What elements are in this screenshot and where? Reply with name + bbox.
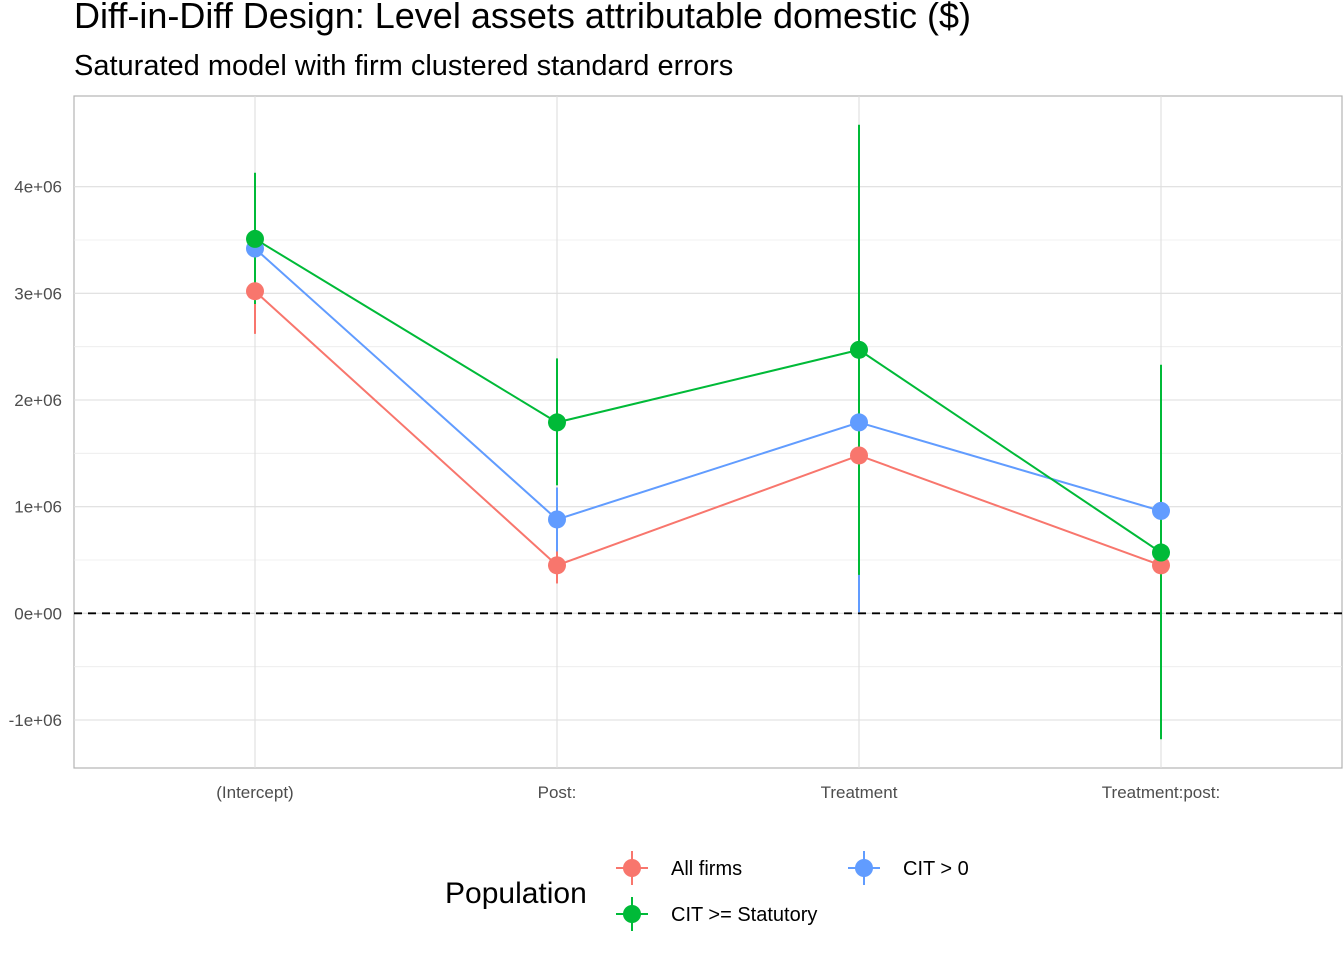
y-axis: -1e+06 0e+00 1e+06 2e+06 3e+06 4e+06 [9, 178, 62, 730]
grid [74, 96, 1342, 768]
y-tick-label: 0e+00 [14, 604, 62, 623]
series-lines [254, 238, 1162, 567]
y-tick-label: 1e+06 [14, 498, 62, 517]
y-tick-label: -1e+06 [9, 711, 62, 730]
x-tick-label: Post: [538, 783, 577, 802]
chart-title: Diff-in-Diff Design: Level assets attrib… [74, 0, 971, 36]
data-point [246, 229, 264, 248]
series-line [254, 290, 1162, 567]
data-point [246, 282, 264, 301]
data-point [548, 556, 566, 575]
legend-key-point [855, 859, 873, 877]
legend-title: Population [445, 877, 587, 910]
legend-key-point [623, 859, 641, 877]
data-point [1152, 556, 1170, 575]
series-line [254, 238, 1162, 554]
legend: Population All firms CIT > 0 CIT >= Statut… [445, 851, 969, 931]
data-point [850, 446, 868, 465]
legend-label: CIT >= Statutory [671, 904, 817, 926]
y-tick-label: 2e+06 [14, 391, 62, 410]
data-point [1152, 543, 1170, 562]
data-point [1152, 501, 1170, 520]
data-point [850, 413, 868, 432]
x-tick-label: Treatment:post: [1102, 783, 1220, 802]
legend-label: All firms [671, 858, 742, 880]
legend-label: CIT > 0 [903, 858, 969, 880]
error-bars [254, 124, 1162, 740]
data-point [548, 413, 566, 432]
legend-key-point [623, 905, 641, 923]
data-point [548, 510, 566, 529]
series-line [254, 247, 1162, 521]
y-tick-label: 3e+06 [14, 284, 62, 303]
plot-panel [73, 95, 1343, 769]
data-point [850, 340, 868, 359]
y-tick-label: 4e+06 [14, 178, 62, 197]
x-tick-label: (Intercept) [216, 783, 293, 802]
x-axis: (Intercept) Post: Treatment Treatment:post: [216, 783, 1220, 802]
chart-subtitle: Saturated model with firm clustered stan… [74, 50, 733, 82]
series-points [246, 229, 1170, 575]
x-tick-label: Treatment [821, 783, 898, 802]
